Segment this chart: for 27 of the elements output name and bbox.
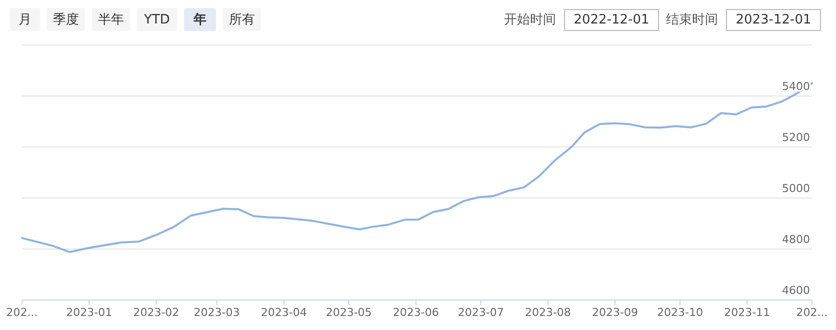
x-tick-label: 2023-03: [194, 306, 240, 319]
x-tick-label: 2023-06: [392, 306, 439, 319]
text: 季度: [53, 12, 79, 28]
text: YTD: [143, 12, 170, 28]
y-tick-label: 5200: [782, 131, 810, 144]
x-tick-label: 2023-07: [458, 306, 504, 319]
text: 开始时间: [504, 12, 556, 28]
x-tick-label: 2023-05: [326, 306, 372, 319]
x-tick-label: 2023-01: [66, 306, 112, 319]
text: 月: [18, 12, 32, 28]
text: 结束时间: [666, 12, 718, 28]
text: 所有: [229, 12, 255, 28]
y-tick-label: 4600: [782, 284, 810, 297]
x-tick-label: 2023-10: [656, 306, 703, 319]
x-tick-label: 2023-11: [724, 306, 770, 319]
text: 半年: [98, 12, 124, 28]
x-tick-label: 202...: [796, 306, 828, 319]
text: 2022-12-01: [574, 12, 650, 28]
x-tick-label: 202...: [6, 306, 38, 319]
y-tick-label: 5000: [782, 182, 810, 195]
x-tick-label: 2023-02: [133, 306, 180, 319]
x-tick-label: 2023-08: [524, 306, 571, 319]
x-tick-label: 2023-04: [260, 306, 307, 319]
text: 年: [192, 12, 206, 28]
text: 2023-12-01: [736, 12, 812, 28]
x-tick-label: 2023-09: [592, 306, 638, 319]
y-tick-label: 4800: [782, 233, 810, 246]
